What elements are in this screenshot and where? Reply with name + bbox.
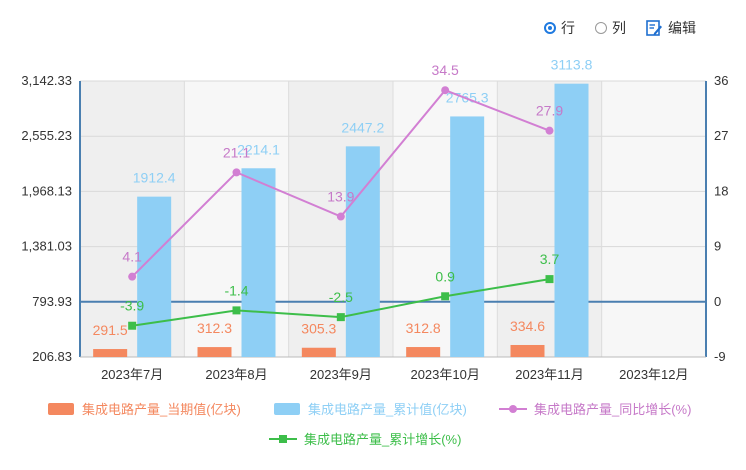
line-point — [232, 306, 241, 315]
radio-row[interactable]: 行 — [544, 18, 575, 38]
legend-item[interactable]: 集成电路产量_累计增长(%) — [268, 429, 461, 448]
left-axis-tick-label: 1,381.03 — [21, 239, 72, 254]
line-data-label: 13.9 — [327, 189, 354, 205]
x-axis-tick-label: 2023年8月 — [205, 367, 267, 382]
legend-swatch — [274, 402, 300, 415]
line-point — [128, 321, 137, 330]
legend-swatch — [499, 404, 527, 413]
x-axis-tick-label: 2023年7月 — [101, 367, 163, 382]
line-data-label: 27.9 — [536, 103, 563, 119]
bar-data-label: 2765.3 — [446, 89, 489, 105]
right-axis-tick-label: 36 — [714, 73, 728, 88]
right-axis-tick-label: 0 — [714, 294, 721, 309]
line-data-label: 4.1 — [122, 249, 142, 265]
bar-data-label: 2214.1 — [237, 141, 280, 157]
x-axis-tick-label: 2023年9月 — [310, 367, 372, 382]
bar — [406, 347, 441, 357]
bar — [197, 347, 232, 357]
radio-row-label: 行 — [561, 20, 575, 36]
bar — [241, 168, 276, 357]
bar — [450, 116, 485, 357]
line-point — [441, 86, 450, 95]
bar-data-label: 2447.2 — [341, 119, 384, 135]
bar — [510, 344, 545, 357]
radio-row-indicator[interactable] — [544, 22, 556, 34]
bar — [93, 349, 128, 357]
line-data-label: -1.4 — [224, 282, 248, 298]
line-point — [336, 212, 345, 221]
legend-item[interactable]: 集成电路产量_累计值(亿块) — [272, 399, 467, 418]
line-point — [128, 272, 137, 281]
x-axis-tick-label: 2023年12月 — [619, 367, 688, 382]
radio-column-label: 列 — [612, 20, 626, 36]
legend-item[interactable]: 集成电路产量_当期值(亿块) — [46, 399, 241, 418]
bar-data-label: 1912.4 — [133, 170, 176, 186]
left-axis-tick-label: 2,555.23 — [21, 128, 72, 143]
line-point — [441, 292, 450, 301]
right-axis-tick-label: 18 — [714, 183, 728, 198]
x-axis-tick-label: 2023年11月 — [515, 367, 583, 382]
legend-swatch — [48, 402, 74, 415]
legend-label: 集成电路产量_累计增长(%) — [304, 432, 462, 447]
toolbar: 行 列 编辑 — [544, 16, 696, 40]
bar — [301, 347, 336, 357]
line-data-label: -2.5 — [329, 289, 353, 305]
bar-data-label: 3113.8 — [551, 57, 593, 73]
line-point — [545, 275, 554, 284]
bar-data-label: 312.8 — [406, 320, 441, 336]
legend-label: 集成电路产量_累计值(亿块) — [308, 402, 467, 417]
bar-data-label: 291.5 — [93, 322, 128, 338]
legend-swatch — [269, 434, 297, 443]
bar — [345, 146, 380, 357]
line-point — [232, 168, 241, 177]
right-axis-tick-label: 27 — [714, 128, 728, 143]
line-data-label: -3.9 — [120, 298, 144, 314]
right-axis-tick-label: -9 — [714, 349, 726, 364]
left-axis-tick-label: 206.83 — [32, 349, 72, 364]
legend-label: 集成电路产量_当期值(亿块) — [82, 402, 241, 417]
edit-icon — [646, 20, 662, 36]
legend-label: 集成电路产量_同比增长(%) — [534, 402, 692, 417]
bar — [554, 83, 589, 357]
line-point — [336, 313, 345, 322]
line-data-label: 3.7 — [540, 251, 560, 267]
left-axis-tick-label: 3,142.33 — [21, 73, 72, 88]
plot-band — [601, 81, 706, 357]
left-axis-tick-label: 1,968.13 — [21, 183, 72, 198]
edit-label: 编辑 — [668, 20, 696, 36]
line-data-label: 34.5 — [432, 62, 459, 78]
line-data-label: 0.9 — [435, 268, 455, 284]
bar — [137, 196, 172, 357]
line-point — [545, 126, 554, 135]
edit-button[interactable]: 编辑 — [646, 18, 696, 38]
bar-data-label: 334.6 — [510, 318, 545, 334]
bar-data-label: 305.3 — [301, 321, 336, 337]
radio-column[interactable]: 列 — [595, 18, 626, 38]
legend-item[interactable]: 集成电路产量_同比增长(%) — [498, 399, 691, 418]
right-axis-tick-label: 9 — [714, 239, 721, 254]
bar-data-label: 312.3 — [197, 320, 232, 336]
line-data-label: 21.1 — [223, 144, 250, 160]
radio-column-indicator[interactable] — [595, 22, 607, 34]
left-axis-tick-label: 793.93 — [32, 294, 72, 309]
x-axis-tick-label: 2023年10月 — [410, 367, 479, 382]
